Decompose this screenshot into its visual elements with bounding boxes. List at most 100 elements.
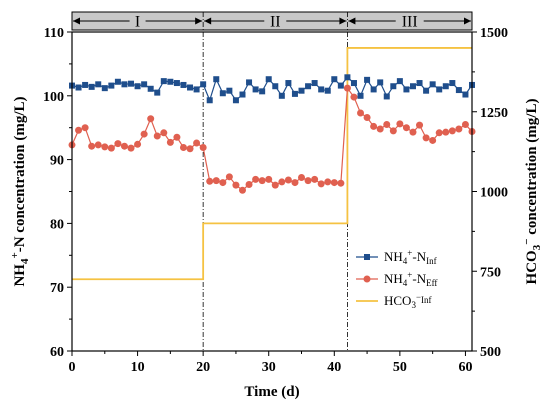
- nh4-inf-point: [213, 76, 220, 83]
- nh4-eff-point: [343, 84, 351, 92]
- y-left-tick-label: 100: [43, 90, 64, 105]
- nh4-eff-point: [219, 179, 227, 187]
- nh4-eff-point: [448, 127, 456, 135]
- nh4-inf-point: [259, 88, 266, 95]
- y-right-tick-label: 750: [480, 265, 501, 280]
- x-tick-label: 60: [458, 360, 472, 375]
- nh4-eff-point: [258, 177, 266, 185]
- axes: 0 10 20 30 40 50 60 60 70 80 90 100 110 500 750 1000 125…: [9, 26, 543, 400]
- nh4-eff-point: [199, 143, 207, 151]
- nh4-eff-point: [330, 179, 338, 187]
- nh4-eff-point: [186, 145, 194, 153]
- nh4-inf-point: [82, 81, 89, 88]
- nh4-inf-point: [403, 86, 410, 93]
- y-left-axis-title: NH4+-N concentration (mg/L): [9, 96, 31, 286]
- nh4-eff-point: [455, 125, 463, 133]
- x-tick-label: 30: [262, 360, 276, 375]
- nh4-eff-point: [245, 180, 253, 188]
- phase-arrow-right-head: [195, 17, 203, 25]
- y-left-tick-label: 80: [50, 217, 64, 232]
- nh4-inf-point: [462, 91, 469, 98]
- nh4-inf-point: [219, 90, 226, 97]
- nh4-eff-point: [238, 186, 246, 194]
- nh4-eff-point: [206, 177, 214, 185]
- nh4-inf-point: [200, 81, 207, 88]
- y-right-tick-label: 500: [480, 345, 501, 360]
- nh4-inf-point: [206, 97, 213, 104]
- nh4-eff-point: [409, 128, 417, 136]
- nh4-inf-point: [180, 81, 187, 88]
- phase-arrow-left-head: [73, 17, 80, 25]
- nh4-eff-point: [317, 180, 325, 188]
- nh4-inf-point: [442, 83, 449, 90]
- legend-item-nh4-eff: NH4+-NEff: [356, 270, 437, 288]
- nh4-inf-point: [436, 86, 443, 93]
- nh4-inf-point: [252, 86, 259, 93]
- nh4-inf-point: [429, 81, 436, 88]
- legend-swatch-marker: [364, 254, 370, 260]
- nh4-inf-point: [154, 89, 161, 96]
- phase-arrow-right-head: [464, 17, 471, 25]
- nh4-eff-point: [304, 177, 312, 185]
- nh4-inf-point: [226, 87, 233, 94]
- nh4-eff-point: [179, 143, 187, 151]
- nh4-eff-point: [193, 139, 201, 147]
- nh4-eff-point: [232, 181, 240, 189]
- nh4-inf-point: [246, 79, 253, 86]
- nh4-inf-point: [331, 76, 338, 83]
- nh4-eff-point: [422, 134, 430, 142]
- nh4-inf-point: [167, 78, 174, 85]
- nh4-eff-point: [389, 127, 397, 135]
- nh4-inf-point: [390, 83, 397, 90]
- nh4-inf-point: [272, 83, 279, 90]
- nh4-inf-point: [75, 84, 82, 91]
- nh4-eff-point: [291, 179, 299, 187]
- hco3-series-line: [72, 47, 472, 281]
- nh4-inf-point: [324, 87, 331, 94]
- phase-label-bg: [395, 14, 424, 28]
- legend-item-nh4-inf: NH4+-NInf: [356, 248, 437, 266]
- nh4-inf-point: [409, 83, 416, 90]
- y-right-tick-label: 1500: [480, 26, 508, 41]
- nh4-inf-point: [278, 92, 285, 99]
- nh4-eff-point: [402, 124, 410, 132]
- nh4-eff-point: [324, 178, 332, 186]
- nh4-eff-point: [107, 144, 115, 152]
- nh4-inf-point: [311, 80, 318, 87]
- nh4-eff-point: [75, 126, 83, 134]
- nh4-eff-point: [376, 125, 384, 133]
- nh4-eff-point: [120, 142, 128, 150]
- phase-label: III: [402, 14, 418, 31]
- nh4-inf-point: [337, 82, 344, 89]
- nh4-eff-point: [225, 173, 233, 181]
- nh4-eff-point: [311, 175, 319, 183]
- y-left-tick-label: 110: [44, 26, 64, 41]
- y-left-tick-label: 70: [50, 281, 64, 296]
- nh4-inf-point: [396, 78, 403, 85]
- nh4-eff-point: [94, 141, 102, 149]
- nh4-inf-point: [101, 85, 108, 92]
- nh4-eff-point: [357, 109, 365, 117]
- nh4-inf-point: [350, 80, 357, 87]
- phase-label-bg: [129, 14, 146, 28]
- nh4-inf-point: [370, 86, 377, 93]
- nh4-inf-point: [265, 76, 272, 83]
- nh4-eff-point: [265, 175, 273, 183]
- nh4-eff-point: [114, 140, 122, 148]
- nh4-eff-point: [429, 136, 437, 144]
- nh4-eff-point: [212, 177, 220, 185]
- legend-swatch-marker: [363, 275, 371, 283]
- y-right-axis-title: HCO3− concentration (mg/L): [521, 99, 543, 285]
- nh4-inf-point: [285, 80, 292, 87]
- phase-label: II: [270, 14, 281, 31]
- nh4-inf-point: [357, 92, 364, 99]
- nh4-eff-point: [442, 128, 450, 136]
- phase-label: I: [135, 14, 140, 31]
- x-tick-label: 50: [393, 360, 407, 375]
- y-left-tick-label: 60: [50, 345, 64, 360]
- nh4-eff-point: [127, 144, 135, 152]
- legend-item-hco3: HCO3−Inf: [356, 292, 432, 310]
- nh4-inf-point: [141, 81, 148, 88]
- phase-arrow-left-head: [204, 17, 212, 25]
